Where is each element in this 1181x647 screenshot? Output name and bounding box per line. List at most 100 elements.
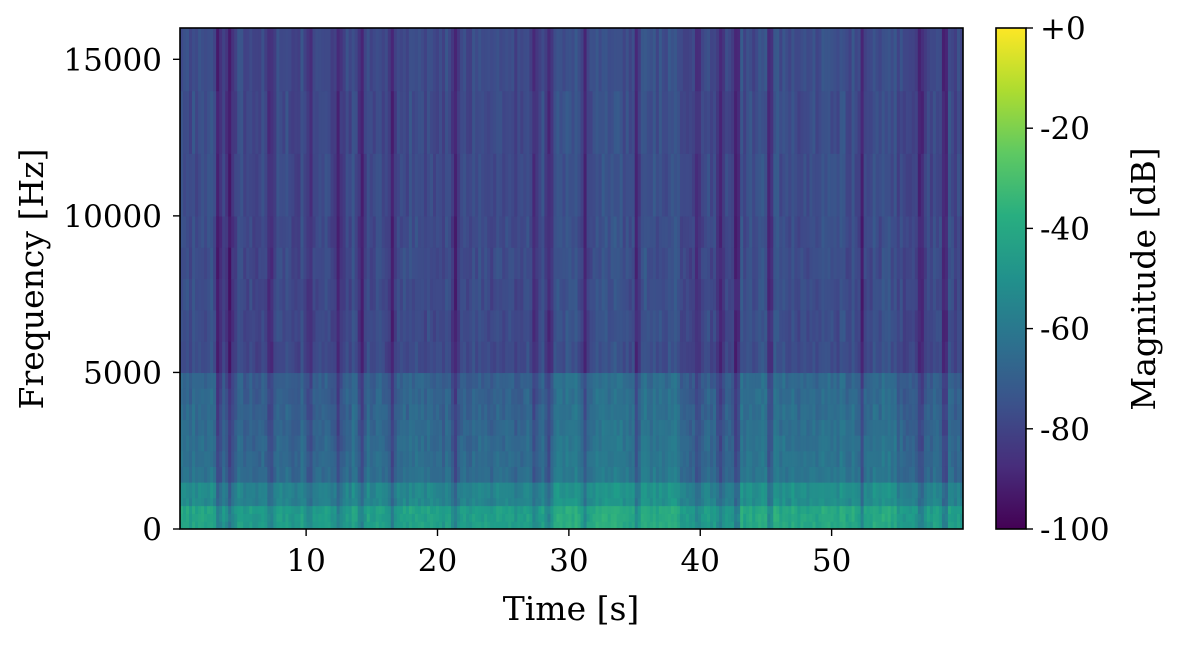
heatmap-cell xyxy=(731,505,735,514)
heatmap-cell xyxy=(550,403,555,421)
heatmap-cell xyxy=(887,482,892,499)
heatmap-cell xyxy=(544,90,549,154)
heatmap-cell xyxy=(448,28,452,92)
heatmap-cell xyxy=(481,521,485,529)
heatmap-cell xyxy=(878,309,883,342)
heatmap-cell xyxy=(634,278,639,311)
heatmap-cell xyxy=(926,505,931,514)
heatmap-cell xyxy=(896,482,901,499)
heatmap-cell xyxy=(499,153,503,217)
heatmap-cell xyxy=(535,435,539,452)
heatmap-cell xyxy=(505,309,509,342)
heatmap-cell xyxy=(815,388,820,405)
heatmap-cell xyxy=(697,28,702,92)
heatmap-cell xyxy=(420,482,425,499)
heatmap-cell xyxy=(559,90,564,154)
heatmap-cell xyxy=(246,419,250,436)
heatmap-cell xyxy=(369,521,374,529)
heatmap-cell xyxy=(697,403,702,421)
heatmap-cell xyxy=(312,521,317,529)
heatmap-cell xyxy=(273,388,277,405)
heatmap-cell xyxy=(592,497,597,507)
heatmap-cell xyxy=(782,466,786,483)
heatmap-cell xyxy=(719,153,723,217)
heatmap-cell xyxy=(333,505,338,514)
heatmap-cell xyxy=(219,497,223,507)
heatmap-cell xyxy=(580,388,585,405)
heatmap-cell xyxy=(902,309,907,342)
heatmap-cell xyxy=(493,505,497,514)
heatmap-cell xyxy=(294,450,299,467)
heatmap-cell xyxy=(704,403,708,421)
heatmap-cell xyxy=(195,278,199,311)
heatmap-cell xyxy=(487,28,491,92)
heatmap-cell xyxy=(234,278,238,311)
heatmap-cell xyxy=(360,505,365,514)
heatmap-cell xyxy=(442,466,446,483)
heatmap-cell xyxy=(673,466,678,483)
heatmap-cell xyxy=(728,513,732,522)
heatmap-cell xyxy=(442,90,446,154)
heatmap-cell xyxy=(667,521,672,529)
heatmap-cell xyxy=(785,505,789,514)
heatmap-cell xyxy=(622,153,627,217)
heatmap-cell xyxy=(878,372,883,389)
heatmap-cell xyxy=(249,521,253,529)
heatmap-cell xyxy=(875,341,880,374)
heatmap-cell xyxy=(243,513,247,522)
heatmap-cell xyxy=(568,450,573,467)
heatmap-cell xyxy=(186,521,190,529)
heatmap-cell xyxy=(369,153,374,217)
heatmap-cell xyxy=(640,90,645,154)
heatmap-cell xyxy=(773,372,777,389)
heatmap-cell xyxy=(613,513,618,522)
heatmap-cell xyxy=(231,341,235,374)
heatmap-cell xyxy=(553,90,558,154)
heatmap-cell xyxy=(773,466,777,483)
heatmap-cell xyxy=(547,278,552,311)
heatmap-cell xyxy=(908,403,913,421)
heatmap-cell xyxy=(866,90,871,154)
heatmap-cell xyxy=(875,90,880,154)
heatmap-cell xyxy=(312,247,317,280)
heatmap-cell xyxy=(429,309,434,342)
heatmap-cell xyxy=(342,450,347,467)
heatmap-cell xyxy=(622,521,627,529)
heatmap-cell xyxy=(740,521,744,529)
heatmap-cell xyxy=(502,505,506,514)
heatmap-cell xyxy=(475,90,479,154)
heatmap-cell xyxy=(438,521,443,529)
heatmap-cell xyxy=(541,419,545,436)
heatmap-cell xyxy=(381,309,386,342)
heatmap-cell xyxy=(240,153,244,217)
heatmap-cell xyxy=(746,497,750,507)
heatmap-cell xyxy=(643,341,648,374)
heatmap-cell xyxy=(508,505,512,514)
heatmap-cell xyxy=(836,403,841,421)
heatmap-cell xyxy=(785,372,789,389)
heatmap-cell xyxy=(902,497,907,507)
heatmap-cell xyxy=(851,450,856,467)
heatmap-cell xyxy=(568,247,573,280)
heatmap-cell xyxy=(845,513,850,522)
heatmap-cell xyxy=(785,309,789,342)
heatmap-cell xyxy=(559,482,564,499)
heatmap-cell xyxy=(893,466,898,483)
heatmap-cell xyxy=(499,28,503,92)
heatmap-cell xyxy=(315,505,320,514)
heatmap-cell xyxy=(306,435,311,452)
heatmap-cell xyxy=(737,450,741,467)
heatmap-cell xyxy=(435,372,440,389)
heatmap-cell xyxy=(315,466,320,483)
heatmap-cell xyxy=(285,90,290,154)
heatmap-cell xyxy=(869,278,874,311)
heatmap-cell xyxy=(839,497,844,507)
heatmap-cell xyxy=(535,505,539,514)
heatmap-cell xyxy=(655,403,660,421)
heatmap-cell xyxy=(571,466,576,483)
heatmap-cell xyxy=(207,341,211,374)
heatmap-cell xyxy=(785,466,789,483)
heatmap-cell xyxy=(315,341,320,374)
heatmap-cell xyxy=(378,505,383,514)
heatmap-cell xyxy=(643,215,648,248)
